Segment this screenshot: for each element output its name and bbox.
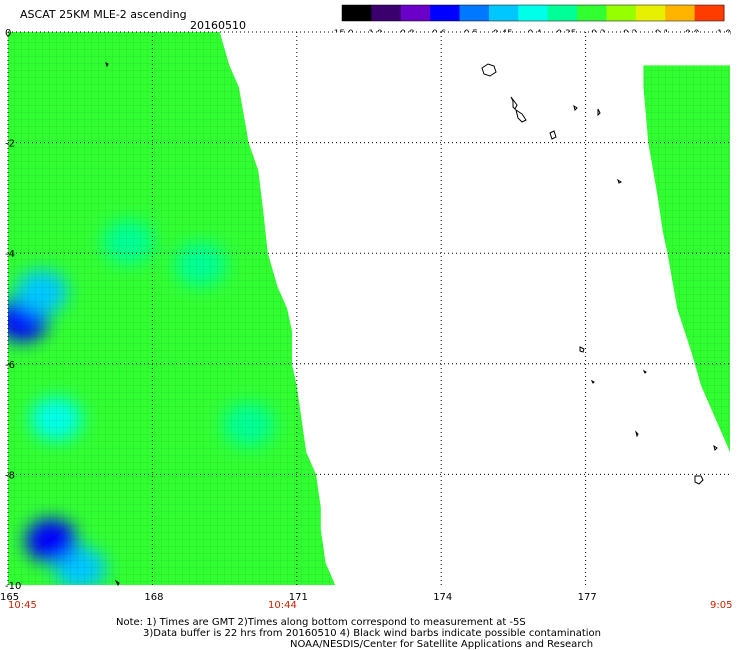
time-label-right: 9:05 (710, 600, 732, 611)
colorbar-segment (547, 5, 578, 21)
colorbar-segment (488, 5, 519, 21)
colorbar-segment (665, 5, 696, 21)
island-outline (579, 346, 585, 353)
x-tick-label: 171 (289, 592, 308, 603)
colorbar-segment (371, 5, 402, 21)
island-outline (590, 379, 595, 384)
swath-west (8, 32, 336, 585)
island-outline (481, 63, 497, 77)
time-label-left: 10:45 (8, 600, 37, 611)
swath-pixel-texture (643, 65, 730, 453)
time-label-middle: 10:44 (268, 600, 297, 611)
colorbar-segment (400, 5, 431, 21)
island-outline (713, 444, 718, 451)
land-outlines (105, 62, 718, 587)
x-tick-label: 168 (144, 592, 163, 603)
colorbar-segment (577, 5, 607, 21)
island-outline (510, 96, 518, 110)
y-tick-label: 0 (5, 28, 11, 39)
island-outline (515, 108, 527, 123)
chart-date: 20160510 (190, 19, 246, 32)
island-outline (617, 178, 622, 184)
island-outline (573, 104, 578, 111)
colorbar-segment (518, 5, 549, 21)
swath-pixel-texture (8, 32, 336, 585)
island-outline (694, 475, 704, 485)
y-tick-label: -10 (5, 581, 21, 592)
gridlines (7, 31, 730, 585)
colorbar-frame (341, 4, 725, 22)
colorbar-segment (635, 5, 666, 21)
y-tick-label: -8 (5, 470, 15, 481)
chart-title: ASCAT 25KM MLE-2 ascending (20, 8, 187, 21)
colorbar-segment (342, 5, 372, 21)
island-outline (114, 579, 120, 587)
colorbar-segment (606, 5, 637, 21)
x-tick-label: 174 (433, 592, 452, 603)
note-line-3: NOAA/NESDIS/Center for Satellite Applica… (290, 639, 593, 650)
island-outline (642, 369, 647, 374)
island-outline (597, 108, 601, 117)
axes: 165 168 171 174 177 0 -2 -4 -6 -8 -10 (0, 28, 597, 603)
x-tick-label: 177 (578, 592, 597, 603)
colorbar-segment (694, 5, 725, 21)
island-outline (549, 130, 557, 140)
swath-east (643, 65, 730, 453)
y-tick-label: -2 (5, 139, 15, 150)
y-tick-label: -6 (5, 360, 15, 371)
x-tick-label: 165 (0, 592, 19, 603)
y-tick-label: -4 (5, 249, 15, 260)
note-line-2: 3)Data buffer is 22 hrs from 20160510 4)… (143, 628, 601, 639)
note-line-1: Note: 1) Times are GMT 2)Times along bot… (116, 617, 526, 628)
island-outline (635, 430, 639, 438)
colorbar-segment (459, 5, 490, 21)
island-outline (105, 62, 109, 68)
colorbar-segment (430, 5, 461, 21)
